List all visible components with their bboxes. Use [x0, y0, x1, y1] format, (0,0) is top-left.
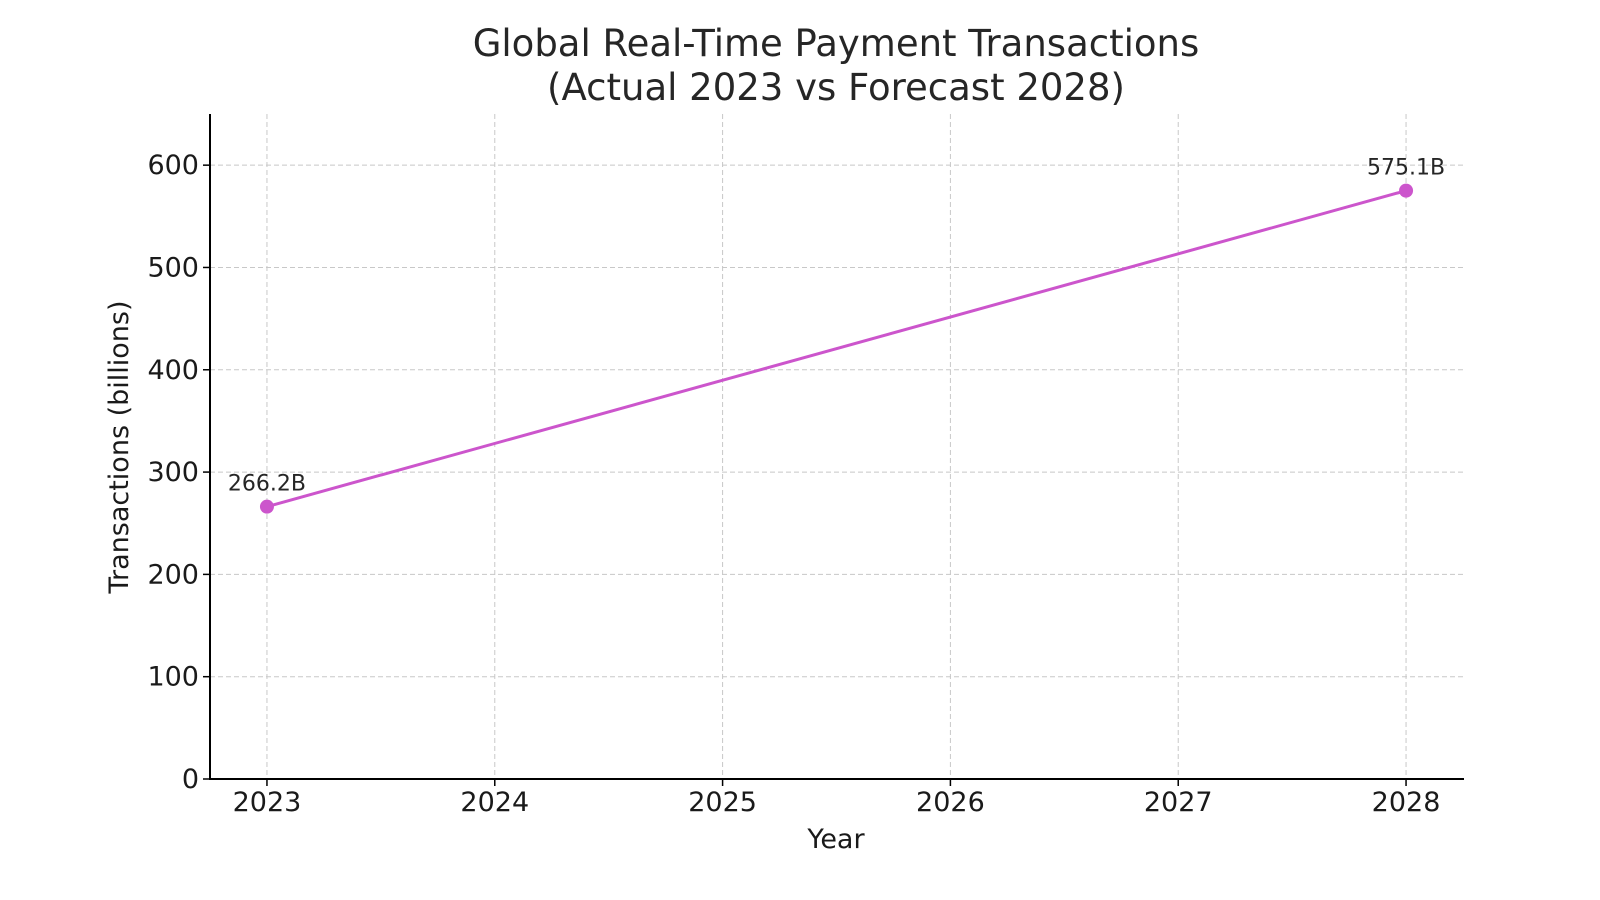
series-line — [266, 189, 1407, 509]
x-tick-label: 2028 — [1372, 787, 1441, 818]
x-tick-label: 2024 — [460, 787, 529, 818]
chart-title-line-1: Global Real-Time Payment Transactions — [473, 22, 1200, 65]
chart-title-line-2: (Actual 2023 vs Forecast 2028) — [547, 66, 1125, 109]
y-tick-label: 500 — [147, 252, 199, 283]
x-tick-label: 2025 — [688, 787, 757, 818]
data-point-marker — [259, 499, 274, 514]
y-tick-label: 200 — [147, 559, 199, 590]
x-tick-label: 2027 — [1144, 787, 1213, 818]
y-tick-label: 300 — [147, 457, 199, 488]
y-tick-label: 100 — [147, 662, 199, 693]
grid-lines — [210, 114, 1463, 779]
data-point-marker — [1399, 183, 1414, 198]
data-label: 575.1B — [1367, 156, 1445, 181]
y-axis-label: Transactions (billions) — [104, 300, 135, 594]
x-axis-label: Year — [806, 824, 865, 855]
y-tick-label: 600 — [147, 150, 199, 181]
data-label: 266.2B — [228, 472, 306, 497]
x-tick-label: 2023 — [233, 787, 302, 818]
y-tick-label: 0 — [182, 764, 199, 795]
x-tick-label: 2026 — [916, 787, 985, 818]
x-axis-ticks: 2023 2024 2025 2026 2027 2028 — [233, 779, 1441, 818]
y-tick-label: 400 — [147, 355, 199, 386]
data-series: 266.2B 575.1B — [228, 156, 1445, 514]
y-axis-ticks: 0 100 200 300 400 500 600 — [147, 150, 210, 795]
